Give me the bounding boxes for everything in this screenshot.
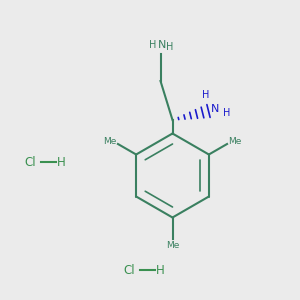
Text: H: H [202, 91, 209, 100]
Text: H: H [149, 40, 157, 50]
Text: H: H [223, 108, 230, 118]
Text: Cl: Cl [123, 263, 135, 277]
Text: Me: Me [166, 241, 179, 250]
Text: H: H [57, 155, 66, 169]
Text: Cl: Cl [24, 155, 36, 169]
Text: N: N [211, 103, 219, 114]
Text: Me: Me [229, 137, 242, 146]
Text: H: H [167, 43, 174, 52]
Text: N: N [158, 40, 166, 50]
Text: Me: Me [103, 137, 116, 146]
Text: H: H [156, 263, 165, 277]
